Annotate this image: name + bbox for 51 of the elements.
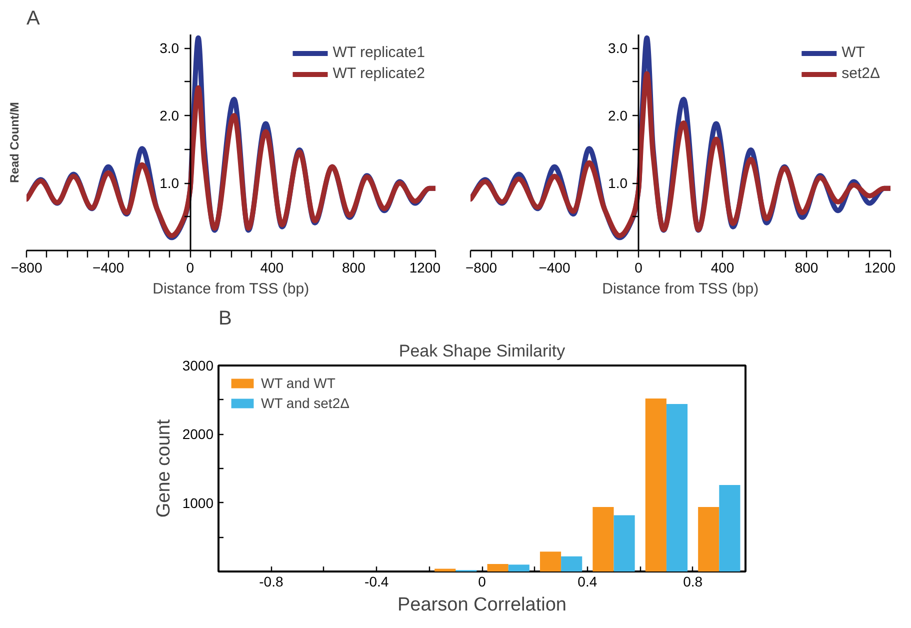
legend-label: WT replicate2: [332, 65, 425, 82]
y-tick-label: 3.0: [608, 40, 628, 56]
x-tick-label: 800: [342, 260, 366, 276]
chart-title: Peak Shape Similarity: [398, 342, 566, 360]
x-tick-label: -0.4: [364, 574, 389, 590]
x-tick-label: 0.8: [683, 574, 703, 590]
y-tick-label: 3.0: [160, 40, 180, 56]
y-tick-label: 2000: [182, 426, 214, 442]
legend-label: WT: [842, 44, 865, 61]
bar: [540, 552, 562, 572]
legend-label: WT and WT: [261, 375, 336, 391]
y-axis-title: Read Count/M: [8, 102, 22, 183]
y-tick-label: 3000: [182, 358, 214, 374]
y-tick-label: 2.0: [608, 108, 628, 124]
bar: [666, 404, 688, 572]
x-tick-label: -0.8: [259, 574, 284, 590]
x-tick-label: 800: [794, 260, 818, 276]
bar: [614, 515, 635, 572]
bar: [698, 506, 720, 572]
bar: [487, 564, 508, 572]
text: B: [218, 308, 232, 330]
legend-label: WT replicate1: [332, 44, 425, 61]
y-axis-title: Gene count: [153, 418, 174, 518]
bar: [719, 484, 740, 572]
x-tick-label: 0: [634, 260, 643, 276]
legend-label: set2Δ: [842, 65, 880, 82]
x-axis-title: Distance from TSS (bp): [152, 280, 310, 298]
x-tick-label: 400: [260, 260, 284, 276]
y-tick-label: 1000: [182, 494, 214, 511]
x-tick-label: −800: [10, 260, 42, 276]
y-tick-label: 2.0: [160, 108, 180, 124]
bar: [508, 564, 530, 572]
x-tick-label: −400: [92, 260, 124, 276]
x-tick-label: 1200: [864, 260, 896, 276]
bar: [645, 398, 666, 572]
x-tick-label: −800: [466, 260, 498, 276]
x-axis-title: Pearson Correlation: [398, 594, 566, 616]
y-tick-label: 1.0: [160, 175, 180, 191]
x-tick-label: −400: [538, 260, 570, 276]
x-tick-label: 400: [710, 260, 734, 276]
x-tick-label: 0.4: [578, 574, 598, 590]
legend-label: WT and set2Δ: [261, 395, 350, 411]
bar: [592, 506, 614, 572]
bar: [434, 568, 456, 572]
y-tick-label: 1.0: [608, 175, 628, 191]
x-tick-label: 1200: [409, 260, 441, 276]
x-tick-label: 0: [478, 574, 486, 590]
text: A: [26, 8, 40, 30]
bar: [561, 556, 582, 572]
x-axis-title: Distance from TSS (bp): [602, 280, 759, 298]
x-tick-label: 0: [186, 260, 194, 276]
